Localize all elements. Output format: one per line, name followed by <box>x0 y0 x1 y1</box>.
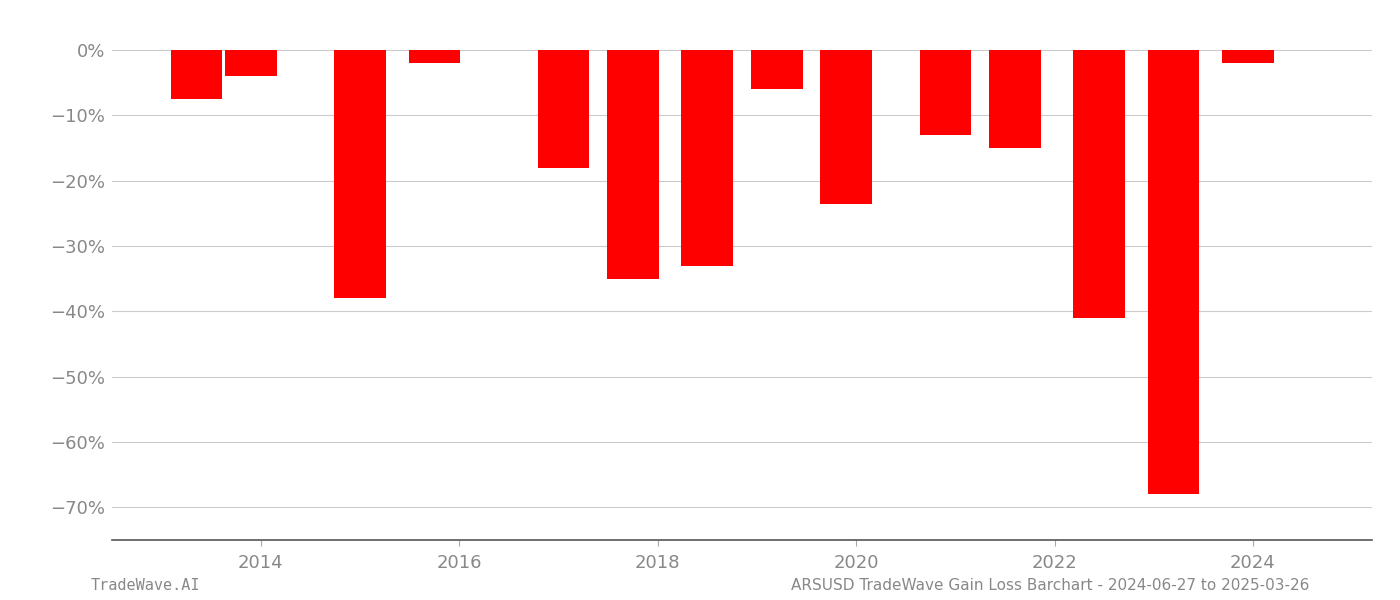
Bar <box>608 50 658 279</box>
Bar <box>1074 50 1126 318</box>
Bar <box>988 50 1040 148</box>
Text: ARSUSD TradeWave Gain Loss Barchart - 2024-06-27 to 2025-03-26: ARSUSD TradeWave Gain Loss Barchart - 20… <box>791 578 1309 593</box>
Bar <box>750 50 802 89</box>
Bar <box>409 50 461 63</box>
Bar <box>820 50 872 203</box>
Bar <box>682 50 734 266</box>
Bar <box>171 50 223 99</box>
Text: TradeWave.AI: TradeWave.AI <box>91 578 200 593</box>
Bar <box>538 50 589 167</box>
Bar <box>1148 50 1200 494</box>
Bar <box>335 50 386 298</box>
Bar <box>920 50 972 135</box>
Bar <box>1222 50 1274 63</box>
Bar <box>225 50 277 76</box>
